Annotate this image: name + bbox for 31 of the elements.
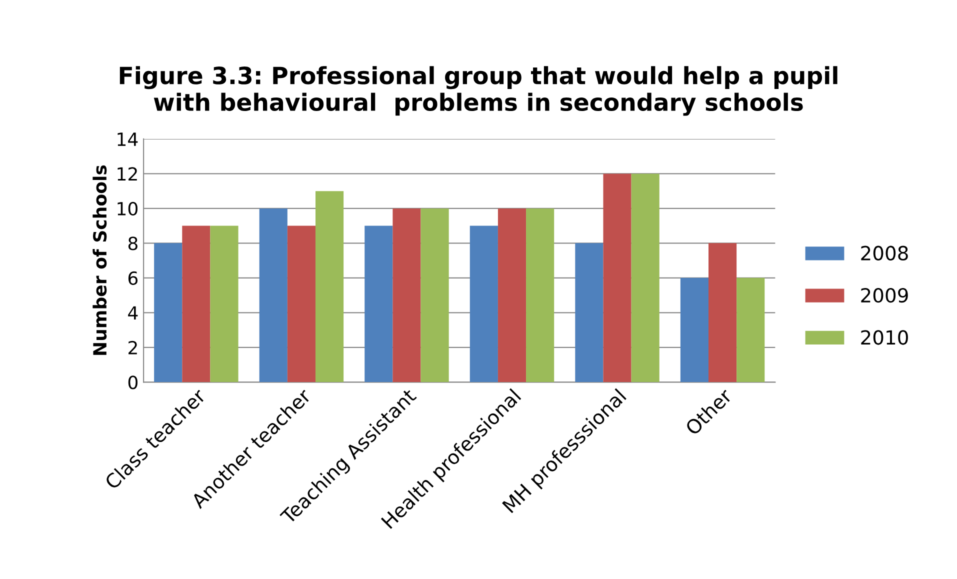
bar	[603, 174, 632, 382]
bar	[364, 226, 393, 382]
bar	[420, 208, 449, 382]
bar	[631, 174, 660, 382]
chart-title: Figure 3.3: Professional group that would help a pupil with behavioural problems in secondary schools	[120, 66, 838, 116]
bar	[210, 226, 238, 382]
bar	[182, 226, 210, 382]
bar	[575, 243, 604, 382]
y-tick-label: 2	[128, 340, 137, 354]
bar	[526, 208, 554, 382]
bar	[498, 208, 526, 382]
bar	[259, 208, 288, 382]
y-tick-label: 0	[128, 376, 138, 390]
bar	[315, 191, 344, 382]
bar	[287, 226, 316, 382]
legend-label: 2009	[861, 288, 908, 303]
bar	[392, 208, 421, 382]
y-tick-label: 6	[128, 271, 138, 286]
legend-label: 2008	[861, 246, 908, 261]
bar	[470, 226, 498, 382]
bar	[708, 243, 737, 382]
y-tick-label: 8	[128, 236, 138, 250]
bar	[680, 278, 708, 382]
bar	[154, 243, 182, 382]
legend-label: 2010	[861, 330, 908, 345]
y-tick-label: 10	[118, 202, 138, 216]
bar	[736, 278, 765, 382]
y-tick-label: 14	[118, 132, 138, 146]
y-tick-label: 12	[118, 167, 137, 181]
y-tick-label: 4	[128, 306, 138, 320]
y-axis-title: Number of Schools	[92, 165, 107, 355]
